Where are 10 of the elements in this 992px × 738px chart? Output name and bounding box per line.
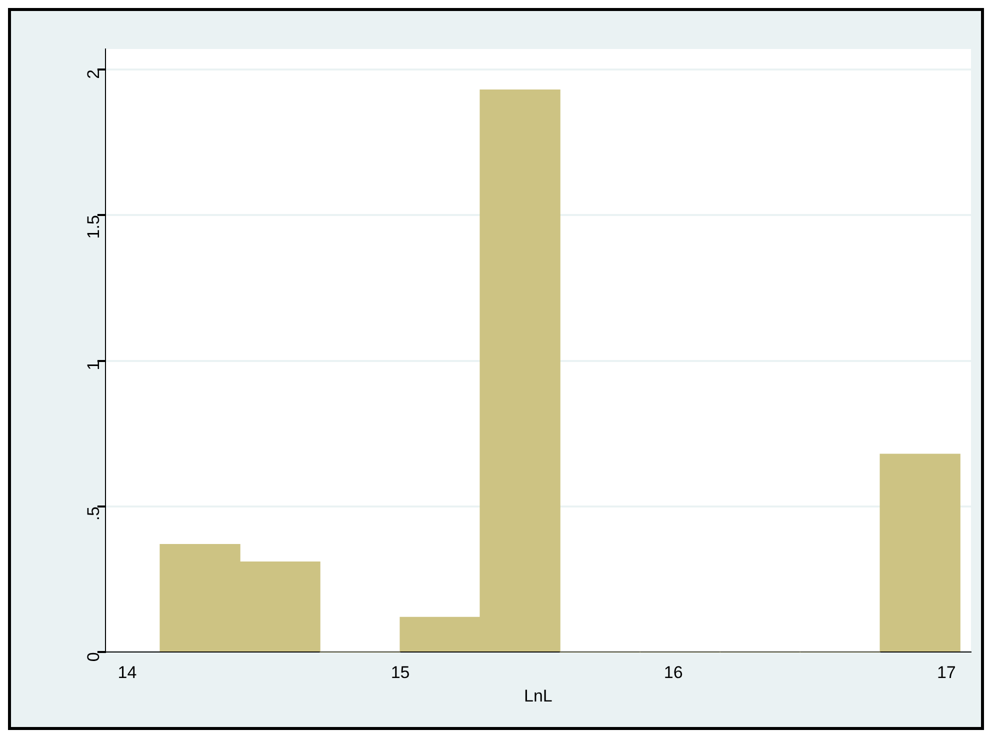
y-tick-label: 1 xyxy=(84,360,104,370)
x-tick-label: 16 xyxy=(664,663,683,682)
y-tick-label: .5 xyxy=(84,506,104,521)
x-tick-label: 15 xyxy=(390,663,410,682)
y-tick-label: 2 xyxy=(84,69,104,79)
x-tick-label: 14 xyxy=(118,663,137,682)
y-tick-label: 0 xyxy=(84,652,104,662)
y-tick-label: 1.5 xyxy=(84,215,104,239)
x-axis-title: LnL xyxy=(524,686,552,706)
x-tick-label: 17 xyxy=(936,663,956,682)
